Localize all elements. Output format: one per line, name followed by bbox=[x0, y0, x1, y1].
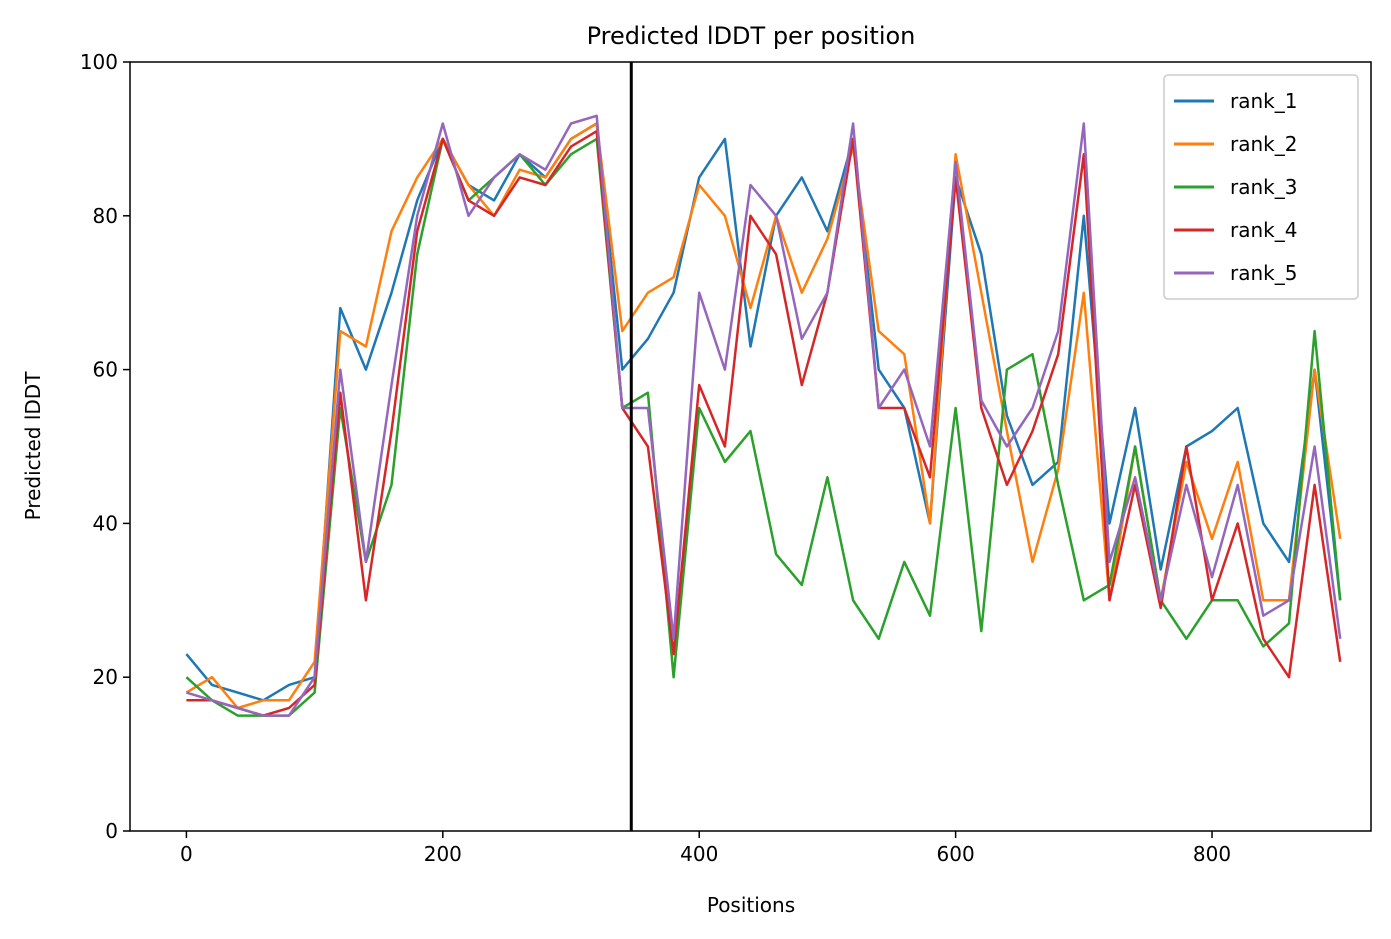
y-tick-label: 60 bbox=[93, 358, 118, 382]
legend: rank_1 rank_2 rank_3 rank_4 rank_5 bbox=[1163, 74, 1359, 300]
legend-label-rank_1: rank_1 bbox=[1230, 89, 1297, 113]
x-tick-label: 600 bbox=[937, 842, 975, 866]
plot-area bbox=[129, 61, 1372, 832]
x-tick-label: 400 bbox=[680, 842, 718, 866]
y-tick-label: 40 bbox=[93, 511, 118, 535]
x-axis-title: Positions bbox=[707, 893, 795, 917]
y-tick-label: 80 bbox=[93, 204, 118, 228]
legend-label-rank_2: rank_2 bbox=[1230, 132, 1297, 156]
plot-frame bbox=[129, 61, 1372, 832]
legend-label-rank_3: rank_3 bbox=[1230, 175, 1297, 199]
x-tick-label: 800 bbox=[1193, 842, 1231, 866]
legend-label-rank_5: rank_5 bbox=[1230, 261, 1297, 285]
y-axis: 0 20 40 60 80 100 bbox=[80, 50, 130, 843]
series-line-rank_4 bbox=[186, 129, 1342, 717]
y-tick-label: 20 bbox=[93, 665, 118, 689]
y-tick-label: 0 bbox=[105, 819, 118, 843]
chart-title: Predicted lDDT per position bbox=[587, 22, 916, 50]
legend-box bbox=[1163, 74, 1359, 300]
series-layer bbox=[185, 114, 1342, 717]
x-axis: 0 200 400 600 800 bbox=[180, 831, 1231, 866]
x-tick-label: 0 bbox=[180, 842, 193, 866]
series-line-rank_5 bbox=[186, 114, 1342, 717]
legend-label-rank_4: rank_4 bbox=[1230, 218, 1297, 242]
x-tick-label: 200 bbox=[424, 842, 462, 866]
y-tick-label: 100 bbox=[80, 50, 118, 74]
series-line-rank_1 bbox=[185, 122, 1342, 702]
y-axis-title: Predicted lDDT bbox=[21, 371, 45, 521]
